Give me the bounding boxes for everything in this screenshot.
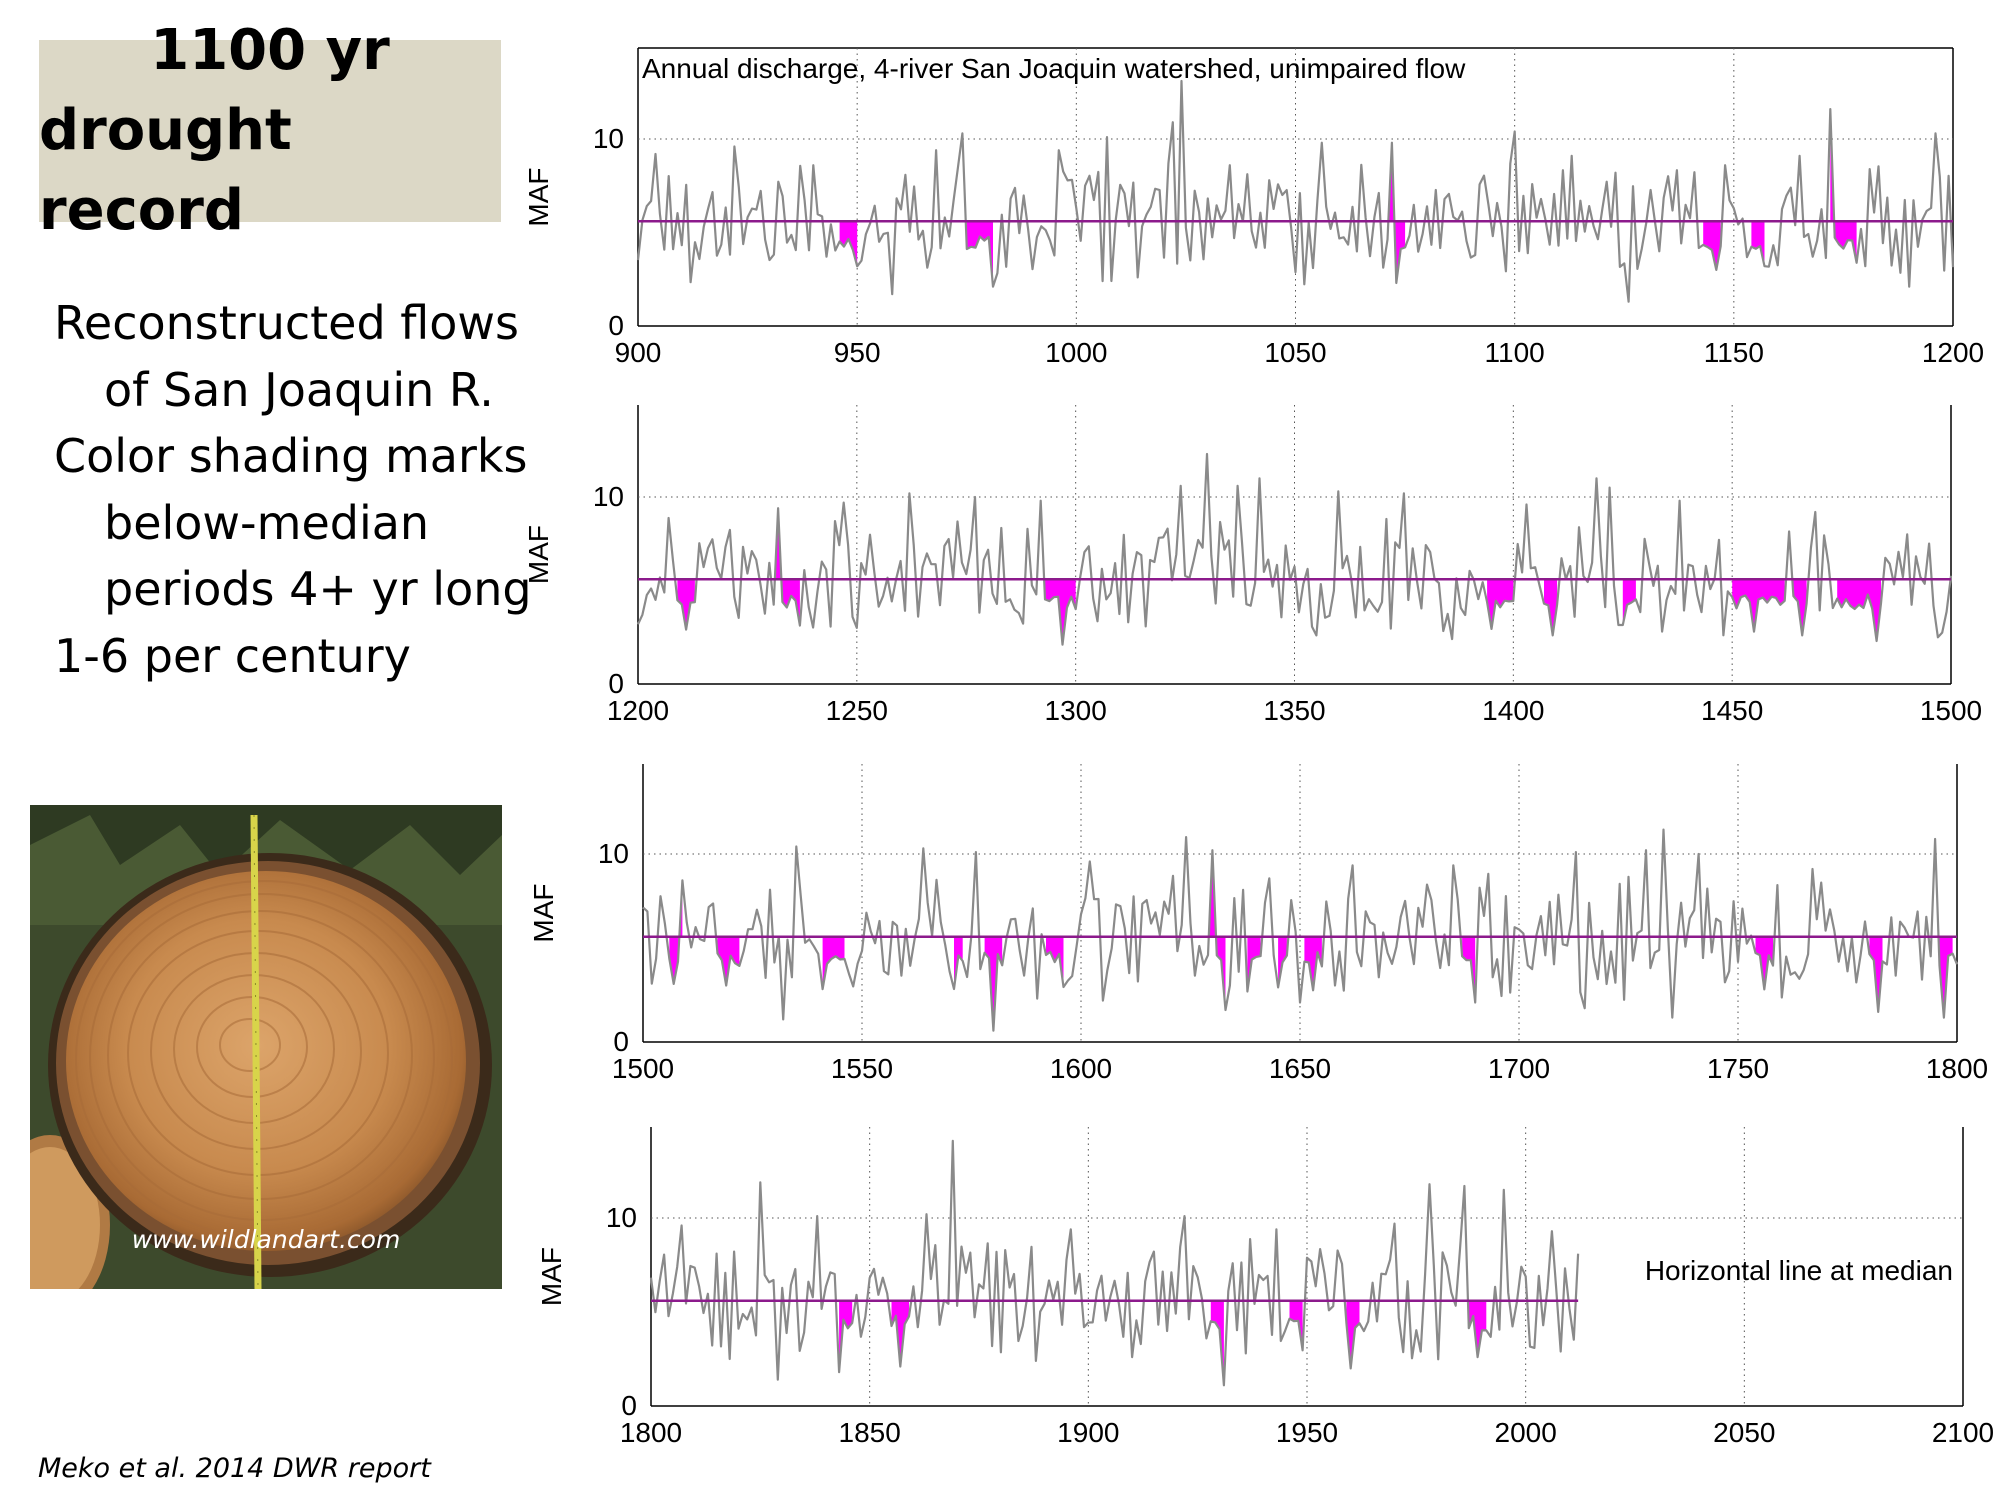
drought-shading <box>1622 579 1636 625</box>
x-tick-label: 1200 <box>607 695 669 726</box>
y-tick-label: 10 <box>606 1202 637 1233</box>
slide-title-line1: 1100 yr <box>150 18 390 83</box>
x-tick-label: 1600 <box>1050 1053 1112 1084</box>
flow-series-line <box>642 828 1959 1032</box>
y-axis-label: MAF <box>528 883 559 942</box>
median-annotation: Horizontal line at median <box>1645 1255 1953 1286</box>
desc-line: below-median <box>104 495 430 550</box>
chart-title: Annual discharge, 4-river San Joaquin wa… <box>642 53 1466 84</box>
drought-shading <box>1755 936 1773 990</box>
x-tick-label: 2000 <box>1495 1417 1557 1448</box>
chart-panel: 1200 1250 1300 1350 1400 1450 1500 0 10 MAF <box>523 405 1982 726</box>
photo-caption: www.wildlandart.com <box>132 1225 401 1254</box>
drought-shading <box>966 221 993 287</box>
desc-line: 1-6 per century <box>54 628 411 683</box>
drought-shading <box>1468 1300 1487 1358</box>
flow-series-line <box>637 452 1953 646</box>
x-tick-label: 1650 <box>1269 1053 1331 1084</box>
drought-shading <box>1247 936 1261 992</box>
tree-ring-image: www.wildlandart.com <box>30 805 502 1289</box>
drought-shading <box>891 1300 909 1367</box>
x-tick-label: 950 <box>834 337 881 368</box>
x-tick-label: 1950 <box>1276 1417 1338 1448</box>
drought-shading <box>717 936 740 986</box>
drought-shading <box>1462 936 1476 1003</box>
x-tick-label: 1450 <box>1701 695 1763 726</box>
desc-line: of San Joaquin R. <box>104 362 494 417</box>
drought-shading <box>677 579 695 630</box>
drought-shading <box>1732 579 1785 632</box>
x-tick-label: 1300 <box>1045 695 1107 726</box>
drought-shading <box>669 880 683 984</box>
drought-shading <box>1837 579 1881 641</box>
drought-shading <box>954 936 963 989</box>
desc-line: Reconstructed flows <box>54 296 520 350</box>
slide-title-line2: drought record <box>39 98 292 243</box>
chart-panel: 900 950 1000 1050 1100 1150 1200 0 10 MAF Annual d… <box>523 47 1984 368</box>
x-tick-label: 1550 <box>831 1053 893 1084</box>
x-tick-label: 1500 <box>612 1053 674 1084</box>
y-tick-label: 0 <box>608 668 624 699</box>
y-tick-label: 10 <box>598 838 629 869</box>
drought-shading <box>822 936 845 990</box>
desc-line: periods 4+ yr long <box>104 562 532 616</box>
x-tick-label: 1800 <box>620 1417 682 1448</box>
y-tick-label: 0 <box>608 310 624 341</box>
flow-series-line <box>636 79 1955 303</box>
x-tick-label: 1350 <box>1263 695 1325 726</box>
chart-panel: 1800 1850 1900 1950 2000 2050 2100 0 10 MAF Horizo… <box>536 1127 1994 1448</box>
x-tick-label: 1500 <box>1920 695 1982 726</box>
drought-shading <box>1703 221 1721 270</box>
drought-shading <box>1487 579 1514 629</box>
drought-shading <box>1289 1300 1303 1351</box>
x-tick-label: 1400 <box>1482 695 1544 726</box>
x-tick-label: 1750 <box>1707 1053 1769 1084</box>
y-tick-label: 10 <box>593 481 624 512</box>
drought-shading <box>984 936 1003 1031</box>
flow-series-line <box>649 1139 1580 1387</box>
y-axis-label: MAF <box>523 525 554 584</box>
y-tick-label: 10 <box>593 123 624 154</box>
drought-shading <box>839 1300 853 1373</box>
x-tick-label: 1250 <box>826 695 888 726</box>
drought-shading <box>1830 109 1857 263</box>
x-tick-label: 1700 <box>1488 1053 1550 1084</box>
y-tick-label: 0 <box>613 1026 629 1057</box>
drought-shading <box>839 221 858 267</box>
x-tick-label: 1200 <box>1922 337 1984 368</box>
x-tick-label: 1800 <box>1926 1053 1988 1084</box>
drought-shading <box>1208 850 1226 1010</box>
drought-shading <box>1793 579 1807 636</box>
y-tick-label: 0 <box>621 1390 637 1421</box>
tree-ring-photo: www.wildlandart.com <box>30 805 502 1289</box>
x-tick-label: 900 <box>615 337 662 368</box>
slide-title: 1100 yr drought record <box>39 18 501 243</box>
x-tick-label: 1000 <box>1045 337 1107 368</box>
x-tick-label: 2050 <box>1713 1417 1775 1448</box>
x-tick-label: 1100 <box>1485 337 1545 368</box>
x-tick-label: 1050 <box>1264 337 1326 368</box>
x-tick-label: 2100 <box>1932 1417 1994 1448</box>
x-tick-label: 1150 <box>1704 337 1764 368</box>
drought-shading <box>1304 936 1322 991</box>
slide-description: Reconstructed flows of San Joaquin R. Co… <box>54 290 534 689</box>
desc-line: Color shading marks <box>54 429 528 483</box>
source-credit: Meko et al. 2014 DWR report <box>38 1453 431 1484</box>
x-tick-label: 1900 <box>1057 1417 1119 1448</box>
y-axis-label: MAF <box>523 167 554 226</box>
chart-panel: 1500 1550 1600 1650 1700 1750 1800 0 10 MAF <box>528 764 1988 1084</box>
y-axis-label: MAF <box>536 1247 567 1306</box>
drought-shading <box>773 508 800 626</box>
x-tick-label: 1850 <box>839 1417 901 1448</box>
drought-shading <box>1751 221 1765 267</box>
